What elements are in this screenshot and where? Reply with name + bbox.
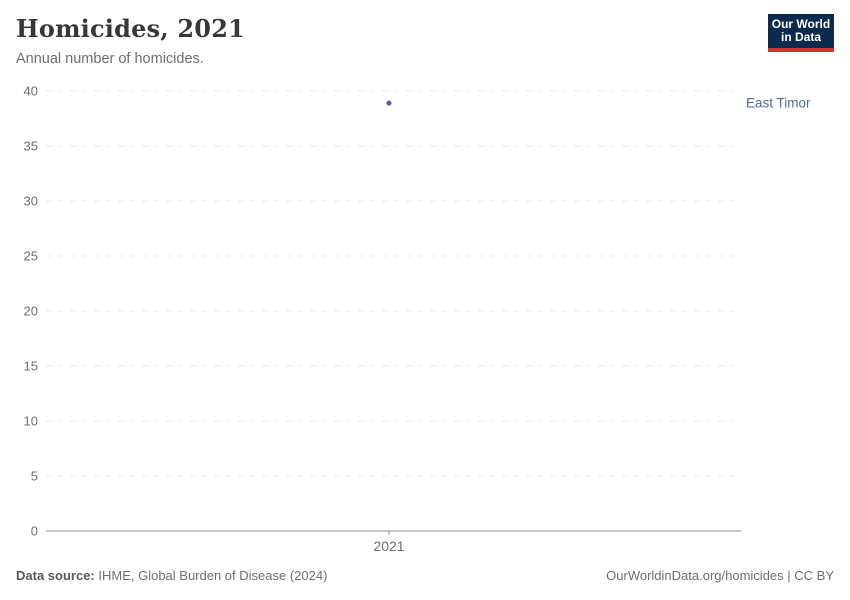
y-tick-label: 20 — [24, 304, 38, 319]
chart-subtitle: Annual number of homicides. — [16, 51, 204, 67]
data-source-text: IHME, Global Burden of Disease (2024) — [94, 568, 328, 583]
data-point[interactable] — [386, 100, 392, 106]
y-tick-label: 0 — [31, 524, 38, 539]
credit-link[interactable]: OurWorldinData.org/homicides | CC BY — [606, 568, 834, 583]
entity-label[interactable]: East Timor — [746, 96, 811, 111]
owid-logo-line2: in Data — [780, 30, 821, 44]
y-tick-label: 30 — [24, 194, 38, 209]
y-tick-label: 5 — [31, 469, 38, 484]
owid-logo[interactable]: Our World in Data — [768, 14, 834, 52]
y-tick-label: 40 — [24, 84, 38, 99]
data-source-label: Data source: — [16, 568, 95, 583]
chart-footer: Data source: IHME, Global Burden of Dise… — [16, 568, 834, 583]
y-tick-label: 10 — [24, 414, 38, 429]
y-tick-label: 25 — [24, 249, 38, 264]
data-source-note: Data source: IHME, Global Burden of Dise… — [16, 568, 327, 583]
x-tick-label: 2021 — [373, 538, 404, 554]
owid-logo-line1: Our World — [771, 17, 831, 31]
y-tick-label: 15 — [24, 359, 38, 374]
y-tick-label: 35 — [24, 139, 38, 154]
page-title: Homicides, 2021 — [16, 14, 245, 43]
